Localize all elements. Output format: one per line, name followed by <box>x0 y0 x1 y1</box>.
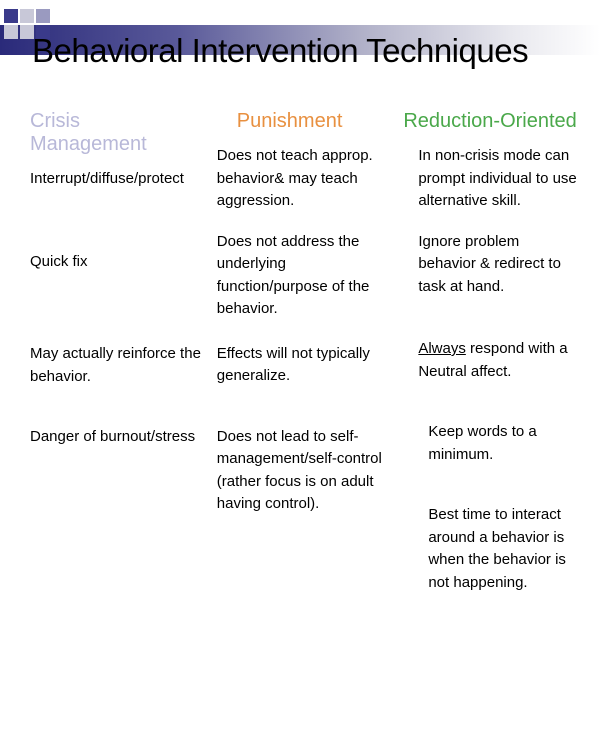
list-item: Does not lead to self-management/self-co… <box>212 426 394 516</box>
column-crisis-management: Crisis Management Interrupt/diffuse/prot… <box>30 110 202 594</box>
column-header: Reduction-Oriented <box>403 110 580 133</box>
square-icon <box>4 9 18 23</box>
list-item: Best time to interact around a behavior … <box>403 504 580 594</box>
square-icon <box>4 25 18 39</box>
square-icon <box>20 9 34 23</box>
list-item: Interrupt/diffuse/protect <box>30 168 202 191</box>
column-header: Punishment <box>212 110 394 133</box>
list-item: Does not address the underlying function… <box>212 231 394 321</box>
list-item: May actually reinforce the behavior. <box>30 343 202 388</box>
column-header: Crisis Management <box>30 110 202 156</box>
column-reduction-oriented: Reduction-Oriented In non-crisis mode ca… <box>403 110 580 594</box>
columns-container: Crisis Management Interrupt/diffuse/prot… <box>30 110 580 594</box>
column-punishment: Punishment Does not teach approp. behavi… <box>212 110 394 594</box>
list-item: Keep words to a minimum. <box>403 421 580 466</box>
list-item: Always respond with a Neutral affect. <box>403 338 580 383</box>
list-item: Does not teach approp. behavior& may tea… <box>212 145 394 213</box>
content-area: Crisis Management Interrupt/diffuse/prot… <box>30 110 580 594</box>
list-item: Quick fix <box>30 251 202 274</box>
square-icon <box>36 9 50 23</box>
list-item: In non-crisis mode can prompt individual… <box>403 145 580 213</box>
list-item: Effects will not typically generalize. <box>212 343 394 388</box>
slide-title: Behavioral Intervention Techniques <box>32 32 528 70</box>
list-item: Danger of burnout/stress <box>30 426 202 449</box>
list-item: Ignore problem behavior & redirect to ta… <box>403 231 580 299</box>
